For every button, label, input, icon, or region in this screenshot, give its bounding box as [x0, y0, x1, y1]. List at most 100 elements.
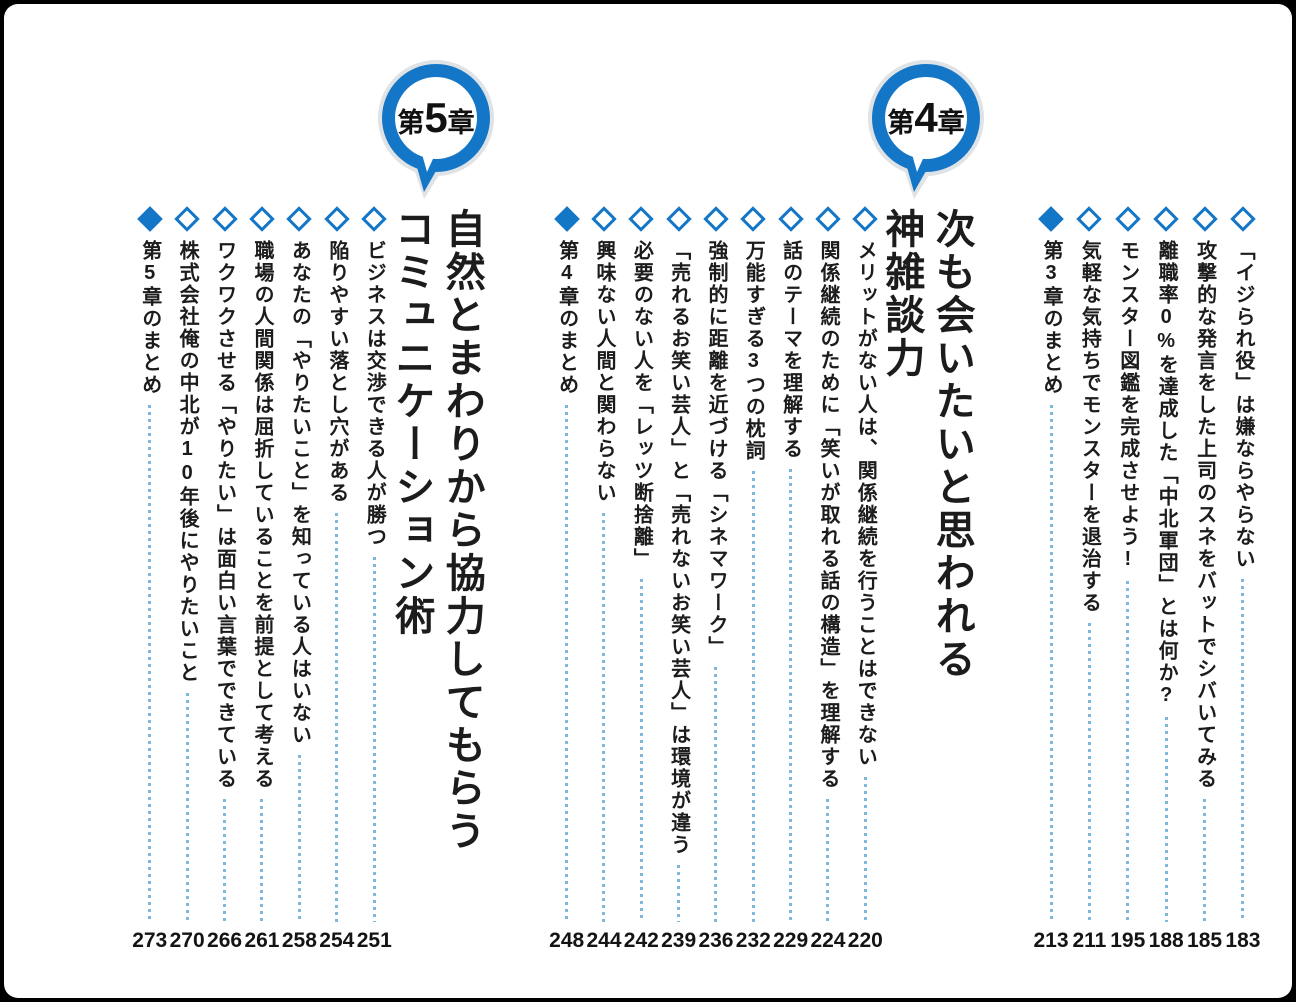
dotted-leader — [639, 579, 643, 922]
dotted-leader — [1126, 581, 1130, 922]
entry-page-number: 224 — [810, 929, 846, 952]
summary-bullet-icon — [553, 206, 580, 232]
entry-text: 陥りやすい落とし穴がある — [325, 240, 348, 504]
dotted-leader — [148, 405, 152, 922]
entry-text: 「売れるお笑い芸人」と「売れないお笑い芸人」は環境が違う — [667, 240, 690, 856]
entry-bullet-icon — [324, 206, 350, 232]
entry-bullet-icon — [361, 206, 387, 232]
entry-bullet-icon — [665, 206, 692, 232]
entry-page-number: 183 — [1225, 929, 1261, 952]
entry-text: 気軽な気持ちでモンスターを退治する — [1078, 240, 1101, 614]
dotted-leader — [677, 865, 681, 922]
chapter5-title-line1: 自然とまわりから協力してもらう — [439, 208, 484, 853]
entry-page-number: 273 — [132, 929, 168, 952]
chapter4-title: 次も会いたいと思われる 神雑談力 — [876, 208, 977, 998]
toc-entry: 関係継続のために「笑いが取れる話の構造」を理解する 224 — [809, 206, 846, 955]
entry-bullet-icon — [249, 206, 275, 232]
entry-page-number: 258 — [281, 929, 317, 952]
entry-page-number: 213 — [1033, 929, 1069, 952]
entry-text: 攻撃的な発言をした上司のスネをバットでシバいてみる — [1193, 240, 1216, 790]
dotted-leader — [260, 799, 264, 922]
toc-entry: 興味ない人間と関わらない 244 — [585, 206, 622, 955]
entry-text: 離職率0%を達成した「中北軍団」とは何か? — [1155, 240, 1178, 708]
speech-bubble-icon: 第5章 — [378, 60, 494, 199]
entry-page-number: 220 — [847, 929, 883, 952]
entry-bullet-icon — [852, 206, 879, 232]
entry-bullet-icon — [286, 206, 313, 232]
toc-entry: 株式会社俺の中北が10年後にやりたいこと 270 — [168, 206, 205, 955]
chapter4-badge-label: 第4章 — [887, 94, 964, 141]
entry-page-number: 248 — [549, 929, 585, 952]
toc-entry: メリットがない人は、関係継続を行うことはできない 220 — [847, 206, 884, 955]
entry-text: 関係継続のために「笑いが取れる話の構造」を理解する — [816, 240, 839, 790]
toc-entry: 陥りやすい落とし穴がある 254 — [318, 206, 355, 955]
entry-bullet-icon — [777, 206, 804, 232]
chapter5-title: 自然とまわりから協力してもらう コミュニケーション術 — [386, 208, 487, 998]
entry-bullet-icon — [740, 206, 767, 232]
toc-entry: 気軽な気持ちでモンスターを退治する 211 — [1070, 206, 1108, 955]
entry-page-number: 211 — [1072, 929, 1107, 952]
chapter5-badge-label: 第5章 — [397, 94, 474, 141]
dotted-leader — [714, 667, 718, 922]
entry-page-number: 236 — [698, 929, 734, 952]
toc-entry-summary: 第5章のまとめ 273 — [131, 206, 168, 955]
entry-text: あなたの「やりたいこと」を知っている人はいない — [288, 240, 311, 746]
entry-text: 話のテーマを理解する — [779, 240, 802, 460]
toc-entry: 離職率0%を達成した「中北軍団」とは何か? 188 — [1147, 206, 1185, 955]
toc-entry-summary: 第3章のまとめ 213 — [1032, 206, 1070, 955]
book-page — [4, 4, 1292, 998]
entry-bullet-icon — [1230, 206, 1256, 232]
entry-page-number: 266 — [207, 929, 243, 952]
entry-text: ワクワクさせる「やりたい」は面白い言葉でできている — [213, 240, 236, 790]
entry-text: 第3章のまとめ — [1040, 240, 1062, 396]
dotted-leader — [335, 513, 339, 922]
toc-entry: 攻撃的な発言をした上司のスネをバットでシバいてみる 185 — [1186, 206, 1224, 955]
entry-bullet-icon — [703, 206, 729, 232]
chapter3-entry-list: 「イジられ役」は嫌ならやらない 183 攻撃的な発言をした上司のスネをバットでシ… — [1032, 206, 1262, 955]
entry-bullet-icon — [211, 206, 238, 232]
entry-page-number: 270 — [169, 929, 205, 952]
dotted-leader — [1203, 799, 1207, 922]
chapter4-title-line2: 神雑談力 — [879, 208, 924, 380]
toc-entry: 話のテーマを理解する 229 — [772, 206, 809, 955]
entry-bullet-icon — [815, 206, 841, 232]
toc-entry: 「売れるお笑い芸人」と「売れないお笑い芸人」は環境が違う 239 — [660, 206, 697, 955]
entry-page-number: 232 — [735, 929, 771, 952]
toc-entry: モンスター図鑑を完成させよう! 195 — [1109, 206, 1147, 955]
chapter4-title-line1: 次も会いたいと思われる — [929, 208, 974, 681]
entry-page-number: 239 — [661, 929, 697, 952]
entry-page-number: 188 — [1148, 929, 1184, 952]
toc-entry: 職場の人間関係は屈折していることを前提として考える 261 — [243, 206, 280, 955]
entry-bullet-icon — [1076, 206, 1103, 232]
chapter5-entry-list: ビジネスは交渉できる人が勝つ 251 陥りやすい落とし穴がある 254 あなたの… — [131, 206, 393, 955]
chapter5-title-line2: コミュニケーション術 — [389, 208, 434, 638]
dotted-leader — [297, 755, 301, 922]
dotted-leader — [372, 557, 376, 922]
entry-page-number: 195 — [1110, 929, 1146, 952]
summary-bullet-icon — [136, 206, 163, 232]
entry-text: メリットがない人は、関係継続を行うことはできない — [854, 240, 877, 768]
entry-bullet-icon — [174, 206, 200, 232]
chapter4-badge: 第4章 — [864, 58, 988, 200]
entry-text: 万能すぎる3つの枕詞 — [742, 240, 765, 462]
summary-bullet-icon — [1038, 206, 1064, 232]
dotted-leader — [1049, 405, 1053, 922]
toc-entry: 必要のない人を「レッツ断捨離」 242 — [623, 206, 660, 955]
entry-page-number: 185 — [1187, 929, 1223, 952]
entry-page-number: 251 — [356, 929, 392, 952]
toc-entry: 強制的に距離を近づける「シネマワーク」 236 — [697, 206, 734, 955]
dotted-leader — [223, 799, 227, 922]
dotted-leader — [1241, 579, 1245, 922]
dotted-leader — [602, 513, 606, 922]
entry-page-number: 229 — [773, 929, 809, 952]
entry-text: 興味ない人間と関わらない — [592, 240, 615, 504]
toc-entry-summary: 第4章のまとめ 248 — [548, 206, 585, 955]
entry-page-number: 254 — [319, 929, 355, 952]
dotted-leader — [1164, 717, 1168, 922]
entry-text: 第4章のまとめ — [555, 240, 578, 396]
entry-page-number: 261 — [244, 929, 280, 952]
toc-entry: 万能すぎる3つの枕詞 232 — [735, 206, 772, 955]
entry-text: 「イジられ役」は嫌ならやらない — [1231, 240, 1254, 570]
toc-entry: あなたの「やりたいこと」を知っている人はいない 258 — [281, 206, 318, 955]
toc-entry: ワクワクさせる「やりたい」は面白い言葉でできている 266 — [206, 206, 243, 955]
